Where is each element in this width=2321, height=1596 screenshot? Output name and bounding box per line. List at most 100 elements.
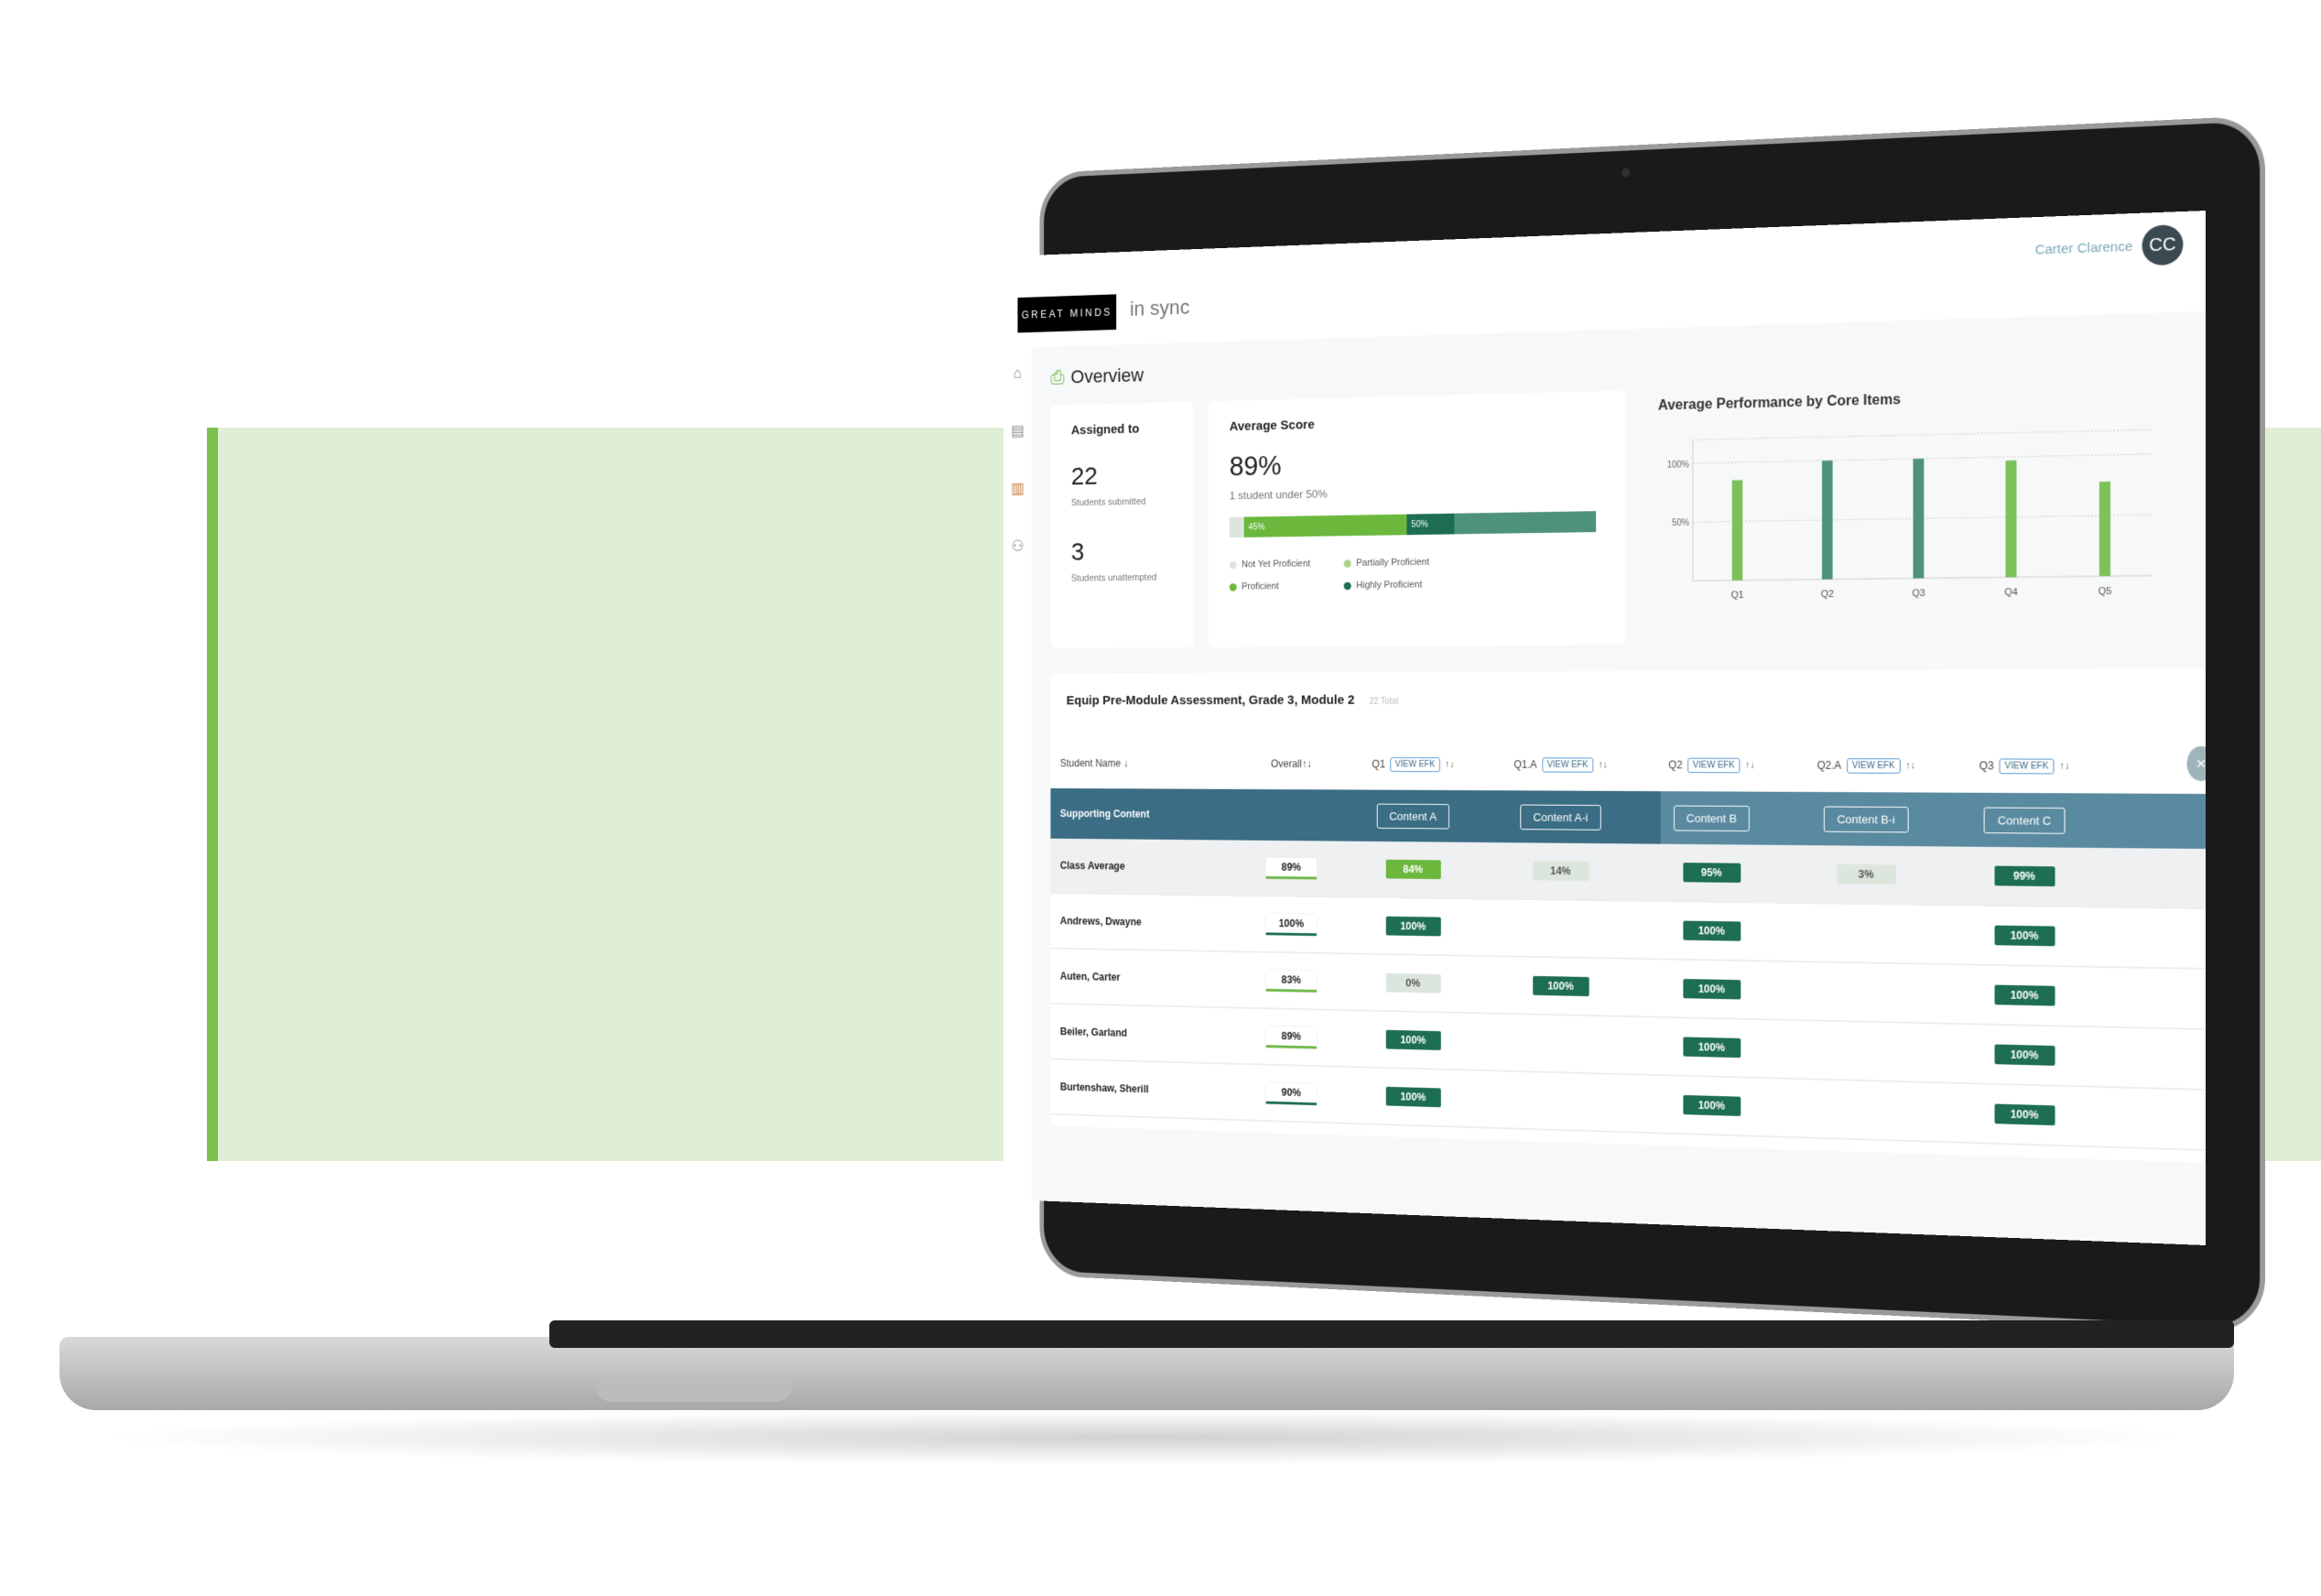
score-cell bbox=[1486, 1099, 1635, 1103]
camera bbox=[1621, 168, 1631, 178]
user-menu[interactable]: Carter Clarence CC bbox=[2034, 223, 2184, 269]
score-cell: 100% bbox=[1486, 975, 1635, 997]
question-label: Q2.A bbox=[1817, 758, 1842, 772]
score-badge: 99% bbox=[1994, 865, 2055, 887]
view-efk-button[interactable]: VIEW EFK bbox=[1390, 756, 1440, 772]
student-name-header[interactable]: Student Name ↓ bbox=[1059, 757, 1129, 770]
score-cell: 100% bbox=[1945, 925, 2105, 947]
score-badge: 100% bbox=[1385, 916, 1441, 937]
score-cell bbox=[1788, 991, 1945, 993]
users-icon[interactable]: ⚇ bbox=[1011, 537, 1025, 555]
score-badge: 100% bbox=[1532, 975, 1589, 997]
content-cell: Content B bbox=[1635, 805, 1788, 831]
question-label: Q3 bbox=[1979, 759, 1994, 773]
score-badge: 100% bbox=[1682, 1037, 1741, 1059]
app-name: in sync bbox=[1129, 296, 1190, 321]
laptop-keyboard-edge bbox=[549, 1320, 2234, 1348]
table-header: Student Name ↓ Overall↑↓ Q1 VIEW EFK ↑↓ Q1.… bbox=[1050, 746, 2206, 785]
score-cell bbox=[1788, 1049, 1945, 1053]
gridline bbox=[1693, 429, 2153, 440]
score-cell: 100% bbox=[1340, 1029, 1486, 1052]
supporting-content-label: Supporting Content bbox=[1059, 807, 1150, 820]
sidebar: ⌂ ▤ ▥ ⚇ bbox=[1003, 347, 1032, 1201]
average-score-card: Average Score 89% 1 student under 50% 45… bbox=[1208, 390, 1626, 647]
x-tick-label: Q2 bbox=[1821, 589, 1834, 600]
band-accent-stripe bbox=[207, 428, 218, 1161]
student-name: Beiler, Garland bbox=[1059, 1026, 1128, 1039]
question-header: Q1.A VIEW EFK ↑↓ bbox=[1486, 756, 1635, 773]
student-name: Burtenshaw, Sherill bbox=[1059, 1080, 1149, 1096]
user-name: Carter Clarence bbox=[2034, 238, 2133, 258]
sort-icon[interactable]: ↑↓ bbox=[1445, 758, 1455, 770]
content-cell: Content B-i bbox=[1788, 806, 1945, 832]
core-items-chart: Average Performance by Core Items 50% 100… bbox=[1641, 375, 2206, 645]
question-label: Q1 bbox=[1372, 757, 1385, 771]
sort-icon[interactable]: ↑↓ bbox=[2059, 760, 2070, 772]
content-button[interactable]: Content C bbox=[1983, 807, 2066, 834]
home-icon[interactable]: ⌂ bbox=[1013, 364, 1023, 382]
overall-header[interactable]: Overall↑↓ bbox=[1270, 757, 1312, 770]
bar-q3 bbox=[1913, 458, 1925, 579]
content-cell: Content C bbox=[1945, 807, 2105, 834]
score-cell bbox=[1788, 932, 1945, 935]
content-button[interactable]: Content A bbox=[1376, 803, 1450, 830]
score-badge: 100% bbox=[1682, 920, 1741, 941]
submitted-count: 22 bbox=[1070, 461, 1098, 491]
legend-label: Highly Proficient bbox=[1356, 579, 1423, 592]
score-cell: 3% bbox=[1788, 863, 1945, 885]
bar-segment: 45% bbox=[1243, 514, 1407, 537]
student-name: Auten, Carter bbox=[1059, 970, 1121, 983]
score-badge: 100% bbox=[1994, 984, 2055, 1006]
page-title: Overview bbox=[1070, 364, 1144, 387]
content-cell: Content A bbox=[1340, 803, 1486, 830]
score-cell bbox=[1486, 1042, 1635, 1046]
view-efk-button[interactable]: VIEW EFK bbox=[1999, 757, 2055, 774]
overall-score: 89% bbox=[1265, 857, 1318, 879]
content-button[interactable]: Content B-i bbox=[1823, 806, 1909, 832]
content-button[interactable]: Content A-i bbox=[1520, 804, 1601, 831]
overall-score: 83% bbox=[1265, 969, 1318, 993]
submitted-label: Students submitted bbox=[1070, 496, 1146, 508]
sort-icon[interactable]: ↑↓ bbox=[1905, 760, 1916, 771]
bar-segment: 50% bbox=[1406, 513, 1455, 536]
results-table: Equip Pre-Module Assessment, Grade 3, Mo… bbox=[1050, 668, 2206, 1163]
view-efk-button[interactable]: VIEW EFK bbox=[1542, 756, 1593, 773]
question-header: Q2.A VIEW EFK ↑↓ bbox=[1788, 757, 1945, 774]
score-badge: 100% bbox=[1994, 1044, 2055, 1066]
unattempted-label: Students unattempted bbox=[1070, 572, 1157, 584]
view-efk-button[interactable]: VIEW EFK bbox=[1846, 757, 1901, 774]
assigned-title: Assigned to bbox=[1070, 421, 1140, 438]
legend-item: Proficient bbox=[1229, 581, 1344, 592]
bar-q4 bbox=[2005, 460, 2017, 578]
legend-label: Partially Proficient bbox=[1356, 557, 1430, 569]
legend-dot-icon bbox=[1229, 582, 1237, 592]
overall-cell: 100% bbox=[1242, 913, 1340, 936]
score-value: 89% bbox=[1229, 450, 1282, 482]
total-count: 22 Total bbox=[1369, 697, 1399, 707]
legend-label: Not Yet Proficient bbox=[1242, 559, 1311, 570]
score-cell: 100% bbox=[1635, 1036, 1788, 1059]
overall-score: 89% bbox=[1265, 1026, 1318, 1048]
x-tick-label: Q5 bbox=[2099, 586, 2112, 597]
avatar[interactable]: CC bbox=[2142, 223, 2184, 266]
score-cell: 95% bbox=[1635, 863, 1788, 884]
bar-chart-icon[interactable]: ▥ bbox=[1011, 479, 1025, 497]
bar-segment bbox=[1229, 516, 1244, 538]
score-badge: 84% bbox=[1385, 859, 1441, 880]
sort-icon[interactable]: ↑↓ bbox=[1745, 759, 1755, 771]
content-button[interactable]: Content B bbox=[1673, 805, 1751, 831]
score-badge: 100% bbox=[1385, 1029, 1441, 1050]
sort-icon[interactable]: ↑↓ bbox=[1598, 759, 1608, 770]
table-title: Equip Pre-Module Assessment, Grade 3, Mo… bbox=[1066, 692, 1355, 709]
laptop-screen: GREAT MINDS in sync Carter Clarence CC ⌂… bbox=[921, 211, 2206, 1245]
view-efk-button[interactable]: VIEW EFK bbox=[1687, 757, 1741, 773]
proficiency-legend: Not Yet Proficient Partially Proficient Pr… bbox=[1229, 555, 1603, 592]
logo[interactable]: GREAT MINDS bbox=[1017, 294, 1117, 333]
document-icon[interactable]: ▤ bbox=[1011, 421, 1025, 440]
x-tick-label: Q3 bbox=[1912, 588, 1925, 599]
content-cell: Content A-i bbox=[1486, 804, 1635, 831]
unattempted-count: 3 bbox=[1070, 537, 1085, 567]
legend-label: Proficient bbox=[1242, 581, 1279, 592]
score-cell: 100% bbox=[1945, 984, 2105, 1007]
question-header: Q3 VIEW EFK ↑↓ bbox=[1945, 757, 2105, 774]
